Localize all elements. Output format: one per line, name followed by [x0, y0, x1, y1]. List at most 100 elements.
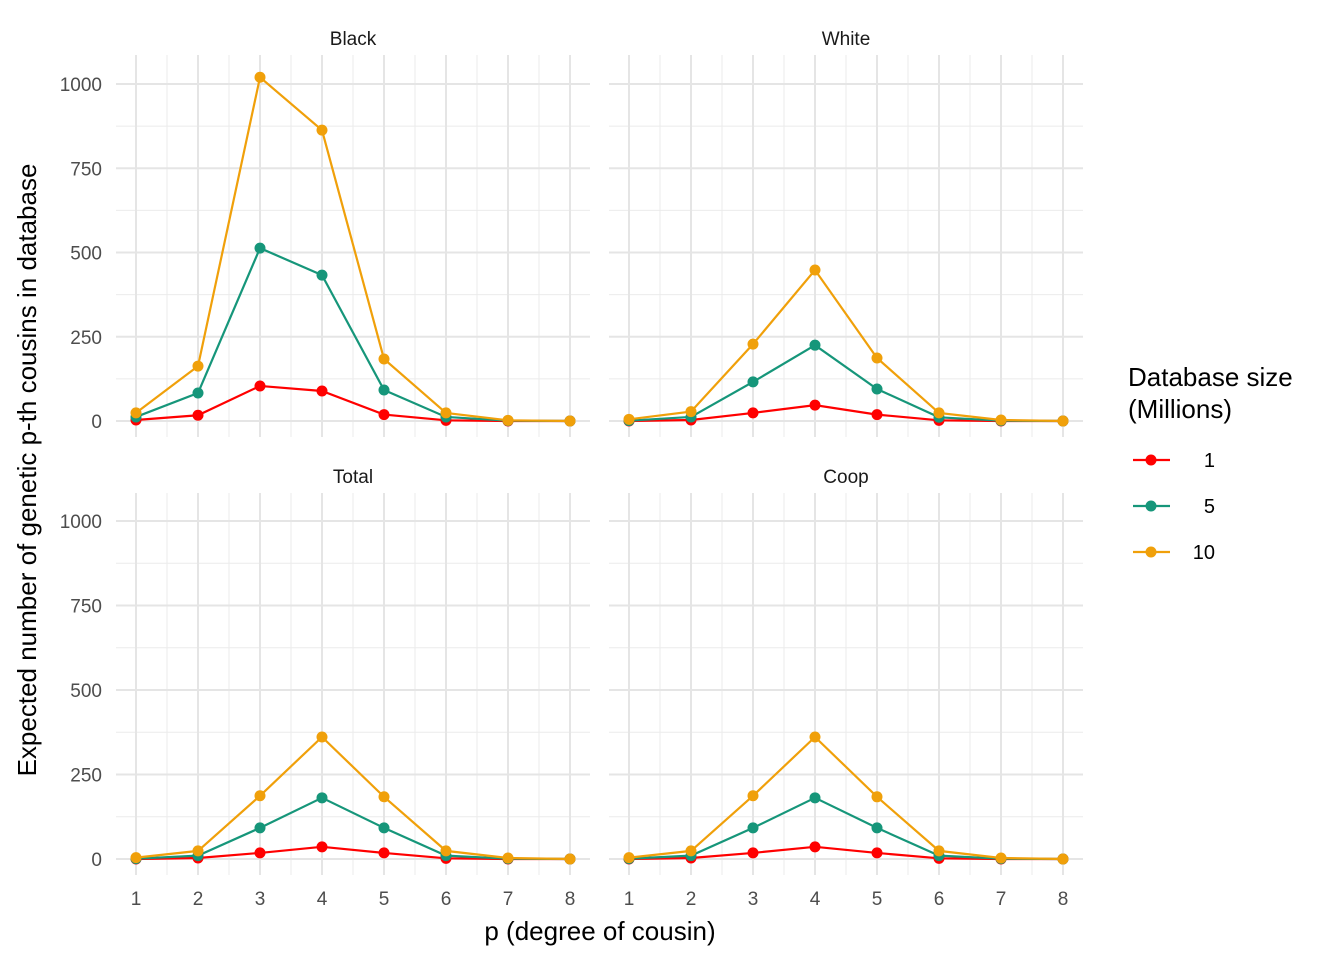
- data-point-10: [440, 407, 452, 419]
- legend: Database size (Millions) 1 5 10: [1128, 362, 1293, 564]
- x-tick-label: 3: [255, 889, 266, 910]
- legend-item-10: 10: [1133, 542, 1215, 564]
- data-point-5: [192, 387, 204, 399]
- data-point-5: [809, 792, 821, 804]
- data-point-10: [130, 407, 142, 419]
- series-line-5: [135, 796, 571, 861]
- data-point-10: [316, 731, 328, 743]
- y-tick-label: 750: [70, 159, 102, 180]
- data-point-10: [871, 791, 883, 803]
- data-point-10: [1057, 853, 1069, 865]
- x-tick-label: 4: [810, 889, 821, 910]
- data-point-10: [809, 731, 821, 743]
- facet-strip-label: Black: [330, 29, 377, 50]
- data-point-1: [747, 407, 759, 419]
- y-tick-label: 1000: [60, 512, 102, 533]
- x-tick-label: 8: [1058, 889, 1069, 910]
- y-tick-label: 250: [70, 328, 102, 349]
- x-tick-label: 1: [131, 889, 142, 910]
- x-tick-label: 8: [565, 889, 576, 910]
- data-point-10: [440, 845, 452, 857]
- legend-label: 10: [1193, 542, 1215, 564]
- facet-strip-label: White: [822, 29, 871, 50]
- x-tick-label: 3: [748, 889, 759, 910]
- data-point-10: [130, 852, 142, 864]
- series-line-5: [628, 343, 1064, 423]
- data-point-10: [316, 124, 328, 136]
- data-point-10: [254, 790, 266, 802]
- data-point-10: [871, 352, 883, 364]
- data-point-1: [316, 841, 328, 853]
- legend-title-2: (Millions): [1128, 394, 1232, 424]
- data-point-1: [809, 399, 821, 411]
- data-point-1: [809, 841, 821, 853]
- x-tick-label: 6: [441, 889, 452, 910]
- x-tick-label: 4: [317, 889, 328, 910]
- x-tick-label: 5: [379, 889, 390, 910]
- data-point-10: [564, 415, 576, 427]
- data-point-5: [378, 384, 390, 396]
- x-tick-label: 6: [934, 889, 945, 910]
- panel-total: 0 250 500 750 1000 1 2 3 4 5 6 7 8 Total: [60, 467, 590, 910]
- data-point-10: [378, 353, 390, 365]
- panel-white: White: [609, 29, 1083, 437]
- x-tick-label: 2: [193, 889, 204, 910]
- panel-coop: 1 2 3 4 5 6 7 8 Coop: [609, 467, 1083, 910]
- data-point-5: [316, 792, 328, 804]
- data-point-10: [192, 845, 204, 857]
- x-tick-label: 7: [503, 889, 514, 910]
- data-point-10: [254, 71, 266, 83]
- panel-black: 0 250 500 750 1000 Black: [60, 29, 590, 437]
- data-point-10: [502, 414, 514, 426]
- data-point-10: [564, 853, 576, 865]
- series-line-5: [628, 796, 1064, 861]
- data-point-10: [502, 852, 514, 864]
- data-point-10: [933, 407, 945, 419]
- x-tick-label: 1: [624, 889, 635, 910]
- data-point-1: [316, 385, 328, 397]
- x-tick-label: 2: [686, 889, 697, 910]
- legend-key-point: [1145, 500, 1157, 512]
- data-point-10: [995, 852, 1007, 864]
- legend-key-point: [1145, 546, 1157, 558]
- data-point-1: [378, 847, 390, 859]
- y-tick-label: 1000: [60, 75, 102, 96]
- data-point-5: [747, 822, 759, 834]
- data-point-5: [254, 822, 266, 834]
- legend-title: Database size: [1128, 362, 1293, 392]
- y-tick-label: 0: [91, 850, 102, 871]
- data-point-1: [871, 847, 883, 859]
- data-point-1: [378, 409, 390, 421]
- data-point-1: [192, 409, 204, 421]
- data-point-1: [871, 409, 883, 421]
- data-point-5: [316, 269, 328, 281]
- data-point-5: [747, 376, 759, 388]
- data-point-10: [809, 264, 821, 276]
- data-point-5: [378, 822, 390, 834]
- y-tick-label: 500: [70, 681, 102, 702]
- series-line-10: [135, 735, 571, 861]
- x-tick-label: 5: [872, 889, 883, 910]
- data-point-10: [1057, 415, 1069, 427]
- data-point-1: [254, 847, 266, 859]
- data-point-5: [254, 242, 266, 254]
- data-point-5: [871, 383, 883, 395]
- series-line-10: [135, 75, 571, 423]
- data-point-10: [995, 414, 1007, 426]
- y-tick-label: 250: [70, 766, 102, 787]
- x-tick-label: 7: [996, 889, 1007, 910]
- legend-label: 5: [1204, 496, 1215, 518]
- legend-label: 1: [1204, 450, 1215, 472]
- legend-item-1: 1: [1133, 450, 1215, 472]
- data-point-10: [685, 845, 697, 857]
- data-point-1: [254, 380, 266, 392]
- y-axis-label: Expected number of genetic p-th cousins …: [12, 164, 42, 777]
- y-tick-label: 500: [70, 244, 102, 265]
- data-point-5: [809, 339, 821, 351]
- data-point-10: [933, 845, 945, 857]
- data-point-10: [623, 413, 635, 425]
- data-point-1: [747, 847, 759, 859]
- facet-strip-label: Coop: [823, 467, 868, 488]
- x-axis-label: p (degree of cousin): [484, 916, 715, 946]
